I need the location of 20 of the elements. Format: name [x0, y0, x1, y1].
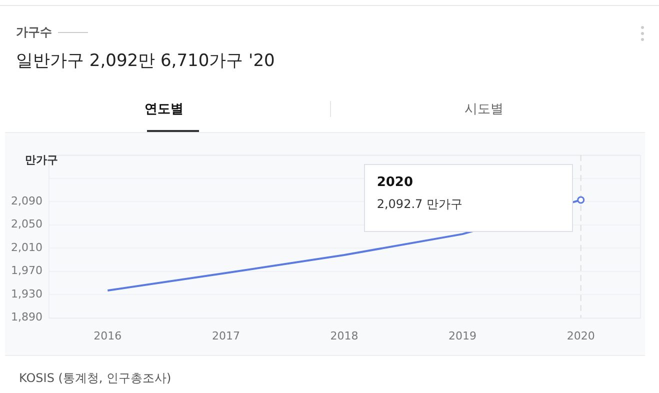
y-tick-label: 2,050 — [10, 218, 42, 231]
x-tick-label: 2019 — [448, 329, 477, 342]
x-tick-label: 2018 — [330, 329, 358, 342]
chart-subtitle: 일반가구 2,092만 6,710가구 '20 — [16, 50, 275, 72]
annotation: 2020 — [376, 174, 414, 190]
y-tick-label: 1,890 — [10, 310, 42, 324]
y-tick-label: 2,090 — [10, 194, 42, 208]
y-tick-label: 1,970 — [10, 264, 42, 278]
x-tick-label: 2017 — [212, 329, 240, 342]
tooltip-card: 2020 2,092.7 만가구 — [364, 164, 573, 232]
y-tick-label: 2,010 — [10, 240, 42, 254]
x-tick-label: 2020 — [566, 329, 595, 342]
y-tick-label: 1,930 — [10, 287, 42, 300]
y-axis-title: 만가구 — [25, 153, 58, 166]
text: 시도별 — [464, 101, 504, 118]
annotation: 2,092.7 만가구 — [376, 196, 464, 213]
text: KOSIS (통계청, 인구총조사) — [19, 370, 172, 387]
text: 연도별 — [144, 101, 184, 118]
chart-title: 가구수 — [16, 24, 52, 41]
x-tick-label: 2016 — [94, 329, 122, 342]
